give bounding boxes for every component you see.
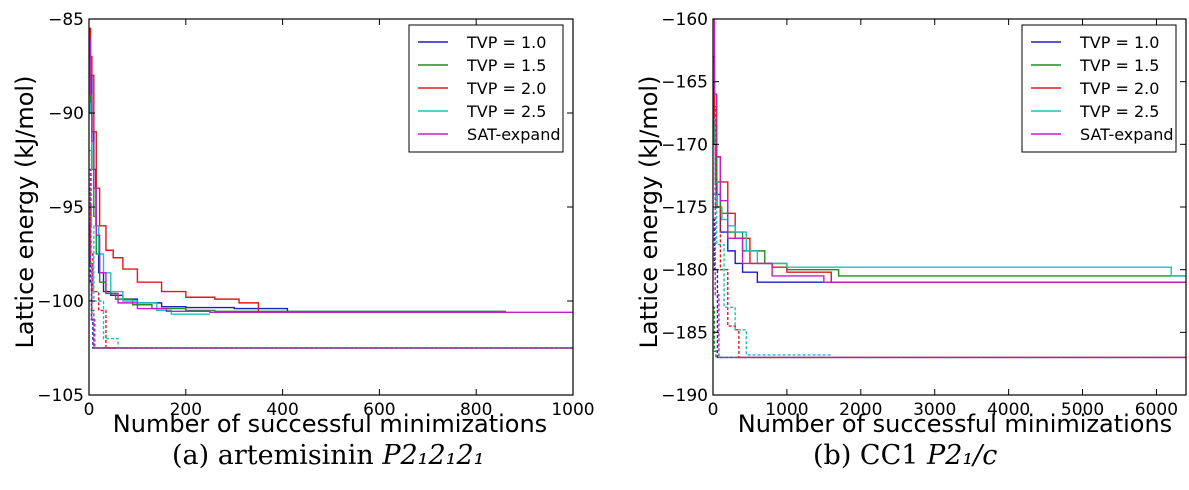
y-tick-label: −105	[37, 386, 84, 406]
x-tick-label: 0	[84, 400, 95, 420]
x-tick-label: 1000	[765, 400, 808, 420]
caption-b-label: (b) CC1	[813, 440, 919, 471]
caption-a-label: (a) artemisinin	[172, 440, 374, 471]
series-line-tvp-2-5	[713, 118, 1186, 277]
y-axis-label: Lattice energy (kJ/mol)	[635, 76, 663, 349]
x-tick-label: 1000	[551, 400, 594, 420]
y-tick-label: −175	[661, 198, 708, 218]
series-line-dotted-5	[713, 218, 1186, 359]
series-line-dotted-6	[713, 306, 1186, 359]
y-tick-label: −90	[48, 104, 84, 124]
y-tick-label: −190	[661, 386, 708, 406]
series-line-dotted-9	[713, 143, 1186, 359]
caption-a: (a) artemisinin P2₁2₁2₁	[172, 440, 485, 471]
x-tick-label: 2000	[839, 400, 882, 420]
series-line-dotted-8	[89, 149, 573, 349]
legend-label: TVP = 1.0	[1079, 33, 1159, 52]
series-line-sat-expand	[713, 19, 1186, 283]
legend-label: TVP = 1.0	[466, 33, 546, 52]
series-line-dotted-7	[713, 106, 1186, 359]
series-line-sat-expand	[89, 37, 573, 313]
chart-1: 0 1000 2000 3000 4000 5000 6000 −160 −165 −170 −17…	[635, 10, 1187, 438]
legend-label: TVP = 2.0	[1079, 79, 1159, 98]
x-tick-label: 6000	[1135, 400, 1178, 420]
legend: TVP = 1.0 TVP = 1.5 TVP = 2.0 TVP = 2.5 SAT-…	[408, 24, 564, 153]
legend-label: TVP = 1.5	[1079, 56, 1159, 75]
x-tick-label: 0	[708, 400, 719, 420]
caption-a-formula: P2₁2₁2₁	[382, 440, 485, 471]
x-tick-label: 200	[170, 400, 202, 420]
x-tick-label: 400	[266, 400, 298, 420]
y-tick-label: −160	[661, 10, 708, 30]
caption-b: (b) CC1 P2₁/c	[813, 440, 997, 471]
legend-label: TVP = 2.0	[466, 79, 546, 98]
series-line-dotted-6	[89, 187, 573, 349]
series-line-tvp-1-0	[89, 27, 289, 313]
legend-label: SAT-expand	[1080, 125, 1174, 144]
series-line-tvp-2-5	[89, 102, 210, 315]
caption-b-formula: P2₁/c	[927, 440, 998, 471]
y-tick-label: −85	[48, 10, 84, 30]
y-tick-label: −170	[661, 135, 708, 155]
y-tick-label: −95	[48, 198, 84, 218]
x-axis-label: Number of successful minimizations	[738, 410, 1172, 438]
x-axis-label: Number of successful minimizations	[113, 410, 547, 438]
y-tick-label: −165	[661, 73, 708, 93]
x-tick-label: 5000	[1061, 400, 1104, 420]
legend-label: TVP = 2.5	[466, 102, 546, 121]
y-tick-label: −100	[37, 292, 84, 312]
x-tick-label: 4000	[987, 400, 1030, 420]
series-line-dotted-7	[89, 206, 573, 349]
series-line-tvp-2-0	[89, 27, 260, 313]
series-line-dotted-8	[713, 193, 832, 356]
legend: TVP = 1.0 TVP = 1.5 TVP = 2.0 TVP = 2.5 SAT-…	[1021, 24, 1177, 153]
legend-label: TVP = 1.5	[466, 56, 546, 75]
series-line-dotted-9	[89, 168, 573, 349]
x-tick-label: 600	[363, 400, 395, 420]
x-tick-label: 800	[460, 400, 492, 420]
y-axis-label: Lattice energy (kJ/mol)	[11, 76, 39, 349]
chart-0: 0 200 400 600 800 1000 −85 −90 −95 −100 −105 Number…	[11, 10, 595, 438]
legend-label: TVP = 2.5	[1079, 102, 1159, 121]
legend-label: SAT-expand	[467, 125, 561, 144]
x-tick-label: 3000	[913, 400, 956, 420]
y-tick-label: −185	[661, 323, 708, 343]
y-tick-label: −180	[661, 261, 708, 281]
